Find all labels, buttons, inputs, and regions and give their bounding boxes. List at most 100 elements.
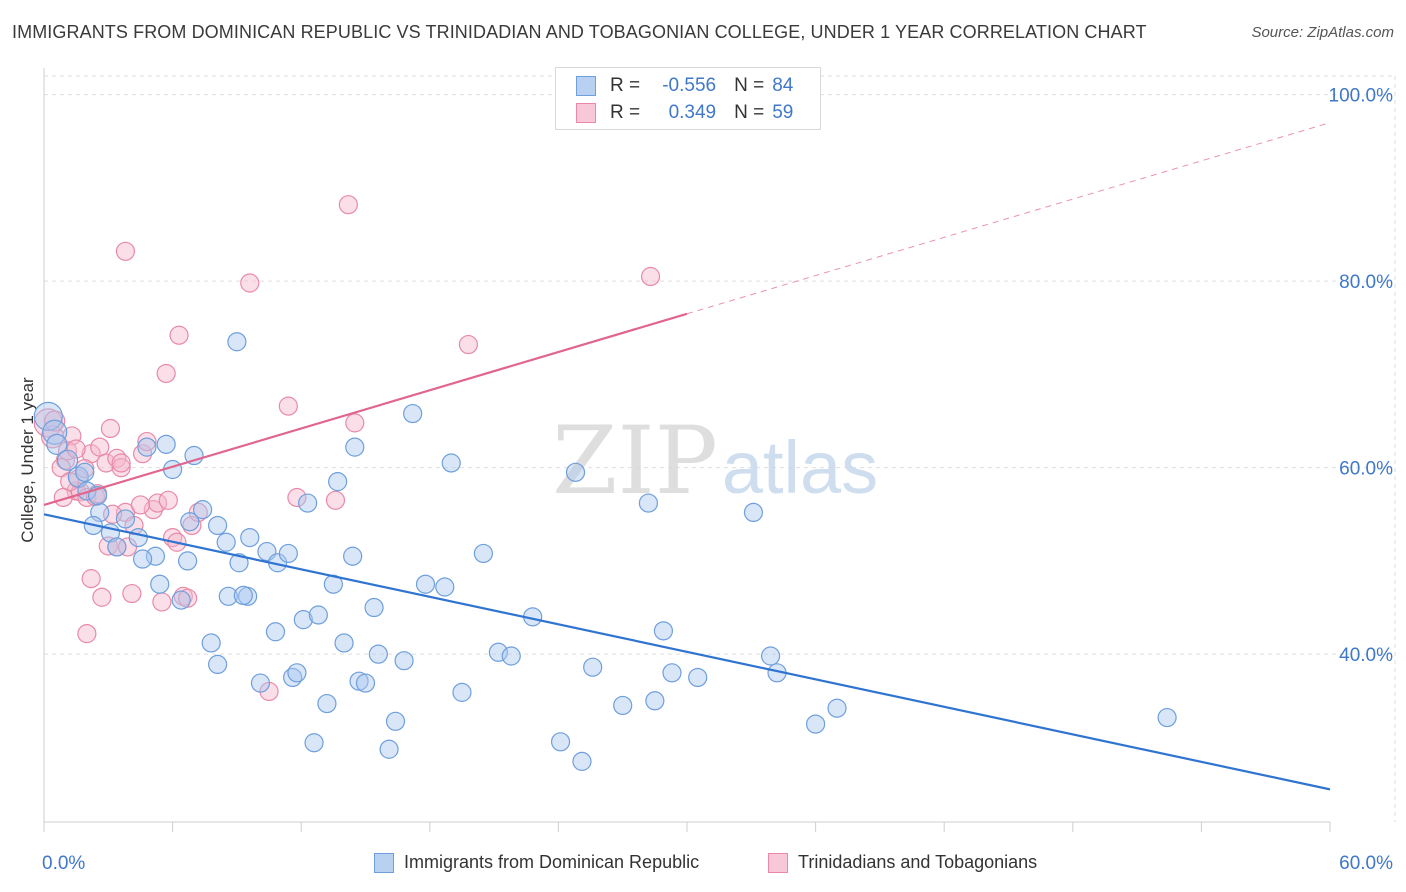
gridlines (44, 75, 1396, 822)
pink-point (77, 624, 97, 644)
blue-point (550, 732, 571, 752)
blue-r-value: -0.556 (662, 75, 717, 96)
blue-point (308, 605, 328, 625)
pink-point (115, 241, 136, 261)
blue-point (403, 403, 423, 424)
blue-swatch (576, 76, 596, 96)
blue-point (156, 434, 176, 454)
pink-point (338, 195, 358, 215)
blue-point (364, 597, 384, 618)
blue-point (115, 509, 136, 529)
blue-point (150, 574, 170, 594)
blue-r-label: R = (610, 75, 641, 96)
pink-trend-line (43, 312, 688, 507)
pink-point (66, 439, 86, 459)
corr-row-blue: R = -0.556 N = 84 (576, 73, 793, 99)
blue-point (201, 633, 221, 653)
pink-point (111, 458, 131, 478)
blue-point (128, 527, 148, 548)
blue-n-value: 84 (772, 75, 794, 96)
blue-point (743, 502, 764, 523)
blue-point (394, 651, 414, 671)
blue-point (1157, 707, 1177, 728)
blue-series (33, 332, 1177, 771)
blue-point (441, 453, 461, 473)
pink-point (240, 273, 260, 293)
blue-point (240, 527, 260, 548)
blue-point (216, 532, 236, 552)
x-tick-label: 60.0% (1339, 853, 1393, 874)
legend-label-trinidadian: Trinidadians and Tobagonians (798, 852, 1038, 872)
blue-point (452, 682, 472, 702)
blue-point (46, 433, 68, 455)
pink-point (158, 490, 178, 510)
tick-labels: 40.0% 60.0% 80.0% 100.0% 0.0% 60.0% (42, 86, 1393, 874)
blue-point (250, 673, 271, 693)
legend-item-dominican[interactable]: Immigrants from Dominican Republic (374, 852, 699, 873)
blue-point (328, 472, 348, 492)
blue-point (385, 711, 406, 731)
blue-point (572, 751, 592, 771)
trend-lines (43, 122, 1331, 791)
pink-point (156, 363, 176, 384)
blue-point (75, 462, 95, 482)
blue-point (345, 437, 365, 457)
blue-point (827, 698, 847, 718)
pink-point (100, 418, 121, 439)
blue-point (565, 462, 586, 482)
blue-point (227, 332, 247, 352)
blue-n-label: N = (734, 75, 765, 96)
blue-point (208, 654, 228, 675)
pink-point (278, 396, 298, 416)
blue-point (688, 667, 708, 688)
pink-point (96, 453, 116, 473)
blue-point (435, 577, 455, 597)
y-tick-label: 100.0% (1329, 86, 1394, 107)
blue-point (613, 695, 633, 716)
blue-point (178, 551, 198, 571)
blue-point (343, 546, 363, 566)
legend-item-trinidadian[interactable]: Trinidadians and Tobagonians (768, 852, 1037, 873)
blue-point (193, 500, 213, 520)
blue-point (233, 585, 253, 606)
pink-point (137, 431, 157, 452)
pink-point (92, 587, 112, 607)
blue-point (304, 733, 324, 753)
y-tick-label: 80.0% (1339, 272, 1393, 293)
blue-point (349, 671, 369, 691)
pink-point (81, 569, 101, 589)
series-legend: Immigrants from Dominican Republic Trini… (0, 852, 1406, 878)
pink-point (152, 592, 172, 612)
pink-point (44, 410, 66, 432)
pink-r-value: 0.349 (668, 102, 717, 123)
y-tick-label: 40.0% (1339, 645, 1393, 666)
pink-point (130, 495, 151, 515)
legend-label-dominican: Immigrants from Dominican Republic (404, 852, 700, 872)
pink-point (111, 453, 131, 473)
pink-trend-extension (686, 122, 1331, 315)
blue-point (137, 437, 157, 457)
blue-point (33, 401, 63, 431)
blue-point (208, 515, 228, 536)
pink-n-value: 59 (772, 102, 794, 123)
blue-point (298, 493, 318, 513)
corr-row-pink: R = 0.349 N = 59 (576, 100, 793, 126)
pink-point (169, 325, 189, 345)
blue-point (77, 481, 97, 501)
blue-point (278, 543, 298, 564)
blue-point (56, 449, 79, 471)
blue-point (171, 590, 191, 610)
blue-point (379, 739, 399, 759)
watermark: ZIP atlas (552, 407, 878, 516)
blue-point (368, 644, 388, 664)
legend-swatch-blue (374, 852, 394, 873)
axes (43, 68, 1331, 832)
pink-point (640, 266, 661, 287)
pink-point (458, 334, 478, 355)
blue-point (805, 714, 826, 734)
blue-point (473, 543, 493, 564)
blue-point (355, 673, 376, 693)
blue-point (583, 657, 603, 677)
pink-point (178, 588, 198, 608)
